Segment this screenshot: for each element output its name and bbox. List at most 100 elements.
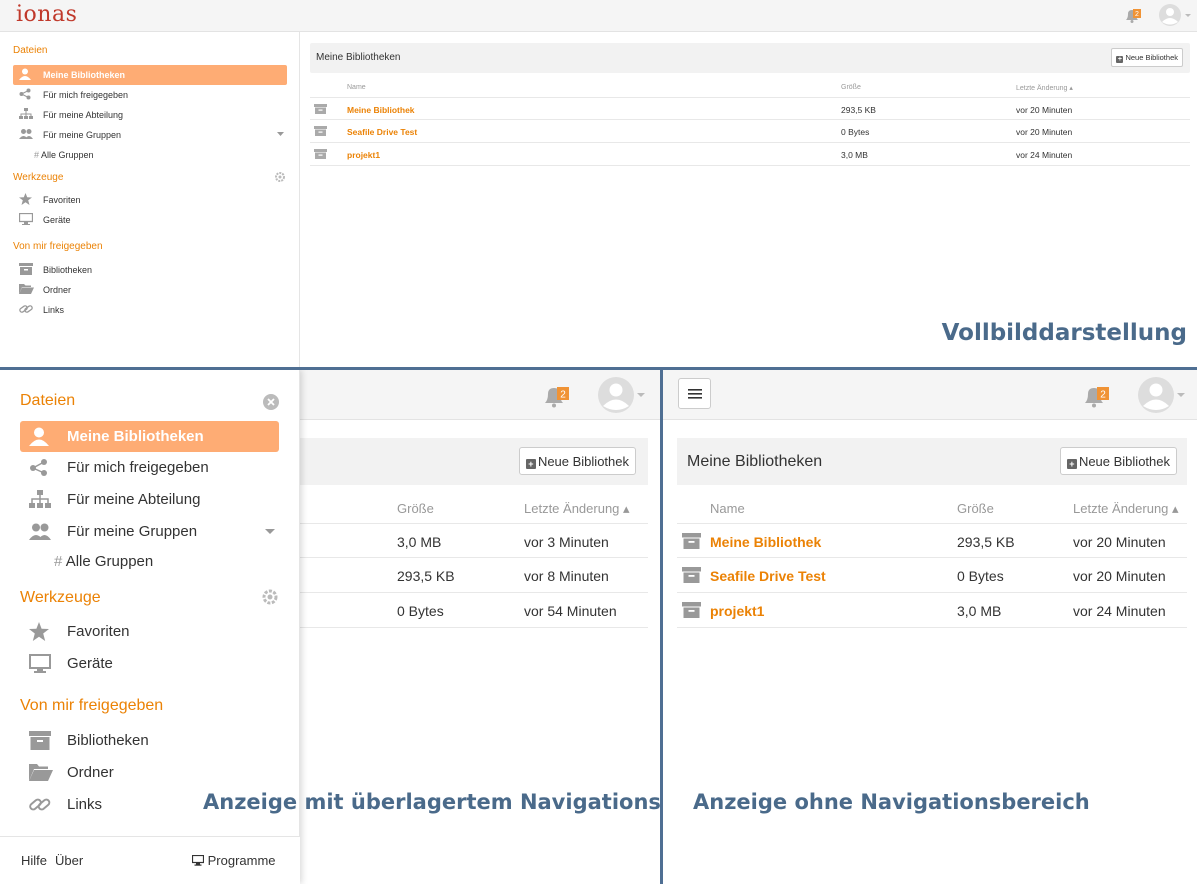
- column-header-modified[interactable]: Letzte Änderung ▴: [1073, 501, 1179, 516]
- column-header-name[interactable]: Name: [710, 501, 745, 516]
- column-header-name[interactable]: Name: [347, 84, 366, 91]
- nav-label: Für meine Gruppen: [67, 523, 198, 540]
- section-files: Dateien: [20, 392, 76, 409]
- library-modified: vor 20 Minuten: [1016, 127, 1073, 137]
- library-name[interactable]: projekt1: [347, 150, 381, 160]
- nav-folders[interactable]: Ordner: [13, 280, 287, 300]
- close-icon[interactable]: [263, 394, 279, 410]
- nav-label: Favoriten: [67, 623, 130, 640]
- nav-label: Für meine Abteilung: [67, 491, 201, 508]
- library-name[interactable]: Meine Bibliothek: [347, 105, 415, 115]
- library-modified: vor 20 Minuten: [1073, 568, 1166, 584]
- nav-links[interactable]: Links: [13, 300, 287, 320]
- nav-all-groups[interactable]: # Alle Gruppen: [20, 546, 279, 577]
- column-header-size[interactable]: Größe: [957, 501, 994, 516]
- table-row[interactable]: 293,5 KB vor 8 Minuten: [300, 558, 648, 593]
- sidebar: Dateien Meine Bibliotheken Für mich frei…: [0, 32, 300, 368]
- nav-my-groups[interactable]: Für meine Gruppen: [13, 125, 287, 145]
- nav-devices[interactable]: Geräte: [20, 648, 279, 679]
- help-link[interactable]: Hilfe: [21, 853, 48, 868]
- nav-label: Links: [67, 796, 103, 813]
- section-shared-by-me: Von mir freigegeben: [13, 241, 103, 252]
- plus-icon: +: [1066, 459, 1077, 469]
- nav-shared-with-me[interactable]: Für mich freigegeben: [13, 85, 287, 105]
- table-row[interactable]: Seafile Drive Test 0 Bytes vor 20 Minute…: [310, 120, 1190, 143]
- nav-favorites[interactable]: Favoriten: [13, 190, 287, 210]
- nav-devices[interactable]: Geräte: [13, 210, 287, 230]
- nav-label: Favoriten: [43, 195, 81, 205]
- user-avatar[interactable]: [597, 376, 649, 414]
- caret-down-icon[interactable]: [277, 132, 284, 137]
- table-row[interactable]: Meine Bibliothek 293,5 KB vor 20 Minuten: [310, 97, 1190, 120]
- nav-folders[interactable]: Ordner: [20, 757, 279, 788]
- app-logo[interactable]: ionas: [16, 2, 78, 27]
- nav-my-department[interactable]: Für meine Abteilung: [13, 105, 287, 125]
- nav-my-libraries[interactable]: Meine Bibliotheken: [20, 421, 279, 452]
- nav-label: Ordner: [43, 285, 72, 295]
- nav-links[interactable]: Links: [20, 789, 279, 820]
- nav-my-groups[interactable]: Für meine Gruppen: [20, 516, 279, 547]
- about-link[interactable]: Über: [55, 853, 84, 868]
- user-avatar[interactable]: [1137, 376, 1189, 414]
- table-row[interactable]: projekt1 3,0 MB vor 24 Minuten: [310, 143, 1190, 166]
- library-modified: vor 8 Minuten: [524, 568, 609, 584]
- nav-shared-with-me[interactable]: Für mich freigegeben: [20, 452, 279, 483]
- table-row[interactable]: 0 Bytes vor 54 Minuten: [300, 593, 648, 628]
- column-header-modified[interactable]: Letzte Änderung ▴: [524, 501, 630, 516]
- monitor-icon: [29, 654, 51, 673]
- notification-bell-icon[interactable]: 2: [1083, 384, 1111, 408]
- library-modified: vor 20 Minuten: [1016, 105, 1073, 115]
- monitor-icon: [192, 855, 204, 866]
- notification-bell-icon[interactable]: 2: [1124, 7, 1142, 23]
- menu-toggle-button[interactable]: [678, 378, 711, 409]
- table-row[interactable]: Seafile Drive Test 0 Bytes vor 20 Minute…: [677, 558, 1187, 593]
- new-library-button[interactable]: + Neue Bibliothek: [1111, 48, 1183, 67]
- nav-label: Für meine Abteilung: [43, 110, 124, 120]
- group-icon: [29, 522, 51, 541]
- caption-no-nav: Anzeige ohne Navigationsbereich: [693, 790, 1090, 814]
- library-name[interactable]: Meine Bibliothek: [710, 534, 822, 550]
- library-name[interactable]: Seafile Drive Test: [710, 568, 826, 584]
- link-icon: [19, 303, 33, 315]
- library-modified: vor 20 Minuten: [1073, 534, 1166, 550]
- libraries-panel-header: + Neue Bibliothek: [300, 438, 648, 485]
- column-header-modified[interactable]: Letzte Änderung ▴: [1016, 85, 1073, 92]
- table-row[interactable]: Meine Bibliothek 293,5 KB vor 20 Minuten: [677, 523, 1187, 558]
- table-row[interactable]: 3,0 MB vor 3 Minuten: [300, 523, 648, 558]
- svg-text:2: 2: [1135, 11, 1139, 18]
- library-name[interactable]: projekt1: [710, 603, 765, 619]
- library-icon: [314, 126, 327, 136]
- nav-favorites[interactable]: Favoriten: [20, 616, 279, 647]
- sidebar-footer: Hilfe Über Programme: [0, 836, 300, 884]
- table-row[interactable]: projekt1 3,0 MB vor 24 Minuten: [677, 593, 1187, 628]
- fullscreen-view: ionas 2 Dateien Meine Bibliotheken Für m…: [0, 0, 1197, 368]
- column-header-size[interactable]: Größe: [841, 84, 861, 91]
- caret-down-icon[interactable]: [265, 529, 275, 535]
- nav-label: Für mich freigegeben: [43, 90, 129, 100]
- user-avatar[interactable]: [1158, 3, 1192, 29]
- library-icon: [314, 149, 327, 159]
- no-nav-view: 2 Meine Bibliotheken + Neue Bibliothek Na…: [663, 370, 1197, 884]
- nav-my-department[interactable]: Für meine Abteilung: [20, 484, 279, 515]
- programs-link[interactable]: Programme: [192, 853, 276, 868]
- overlay-sidebar: Dateien Meine Bibliotheken Für mich frei…: [0, 370, 300, 884]
- gear-icon[interactable]: [275, 172, 285, 182]
- nav-all-groups[interactable]: # Alle Gruppen: [13, 145, 287, 165]
- nav-my-libraries[interactable]: Meine Bibliotheken: [13, 65, 287, 85]
- column-header-size[interactable]: Größe: [397, 501, 434, 516]
- nav-libraries[interactable]: Bibliotheken: [20, 725, 279, 756]
- plus-icon: +: [1116, 56, 1124, 63]
- gear-icon[interactable]: [262, 589, 278, 605]
- new-library-button[interactable]: + Neue Bibliothek: [518, 447, 636, 475]
- nav-label: Links: [43, 305, 65, 315]
- new-library-button[interactable]: + Neue Bibliothek: [1059, 447, 1177, 475]
- link-icon: [29, 795, 51, 814]
- library-name[interactable]: Seafile Drive Test: [347, 127, 418, 137]
- nav-libraries[interactable]: Bibliotheken: [13, 260, 287, 280]
- page-title: Meine Bibliotheken: [687, 453, 823, 470]
- library-modified: vor 54 Minuten: [524, 603, 617, 619]
- library-modified: vor 24 Minuten: [1073, 603, 1166, 619]
- no-nav-header: 2: [663, 370, 1197, 420]
- star-icon: [19, 193, 32, 205]
- notification-bell-icon[interactable]: 2: [543, 384, 571, 408]
